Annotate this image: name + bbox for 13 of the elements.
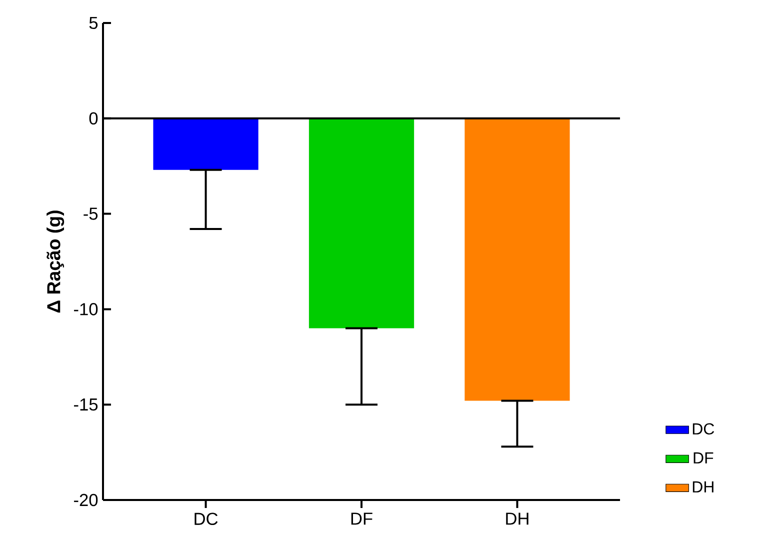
x-tick-label: DC	[194, 512, 218, 525]
x-tick-label: DH	[506, 512, 528, 525]
y-tick-label: -15	[74, 398, 98, 411]
y-tick-label: 5	[89, 16, 98, 30]
legend-label: DH	[692, 481, 714, 492]
legend-label: DC	[692, 423, 714, 435]
x-tick-label: DF	[351, 512, 372, 525]
legend-label: DF	[694, 452, 714, 464]
y-tick-label: -10	[74, 303, 98, 316]
y-tick-label: -20	[74, 494, 98, 506]
y-tick-label: 0	[89, 112, 98, 125]
y-axis-title: Δ Ração (g)	[46, 210, 64, 313]
y-tick-label: -5	[84, 208, 98, 220]
